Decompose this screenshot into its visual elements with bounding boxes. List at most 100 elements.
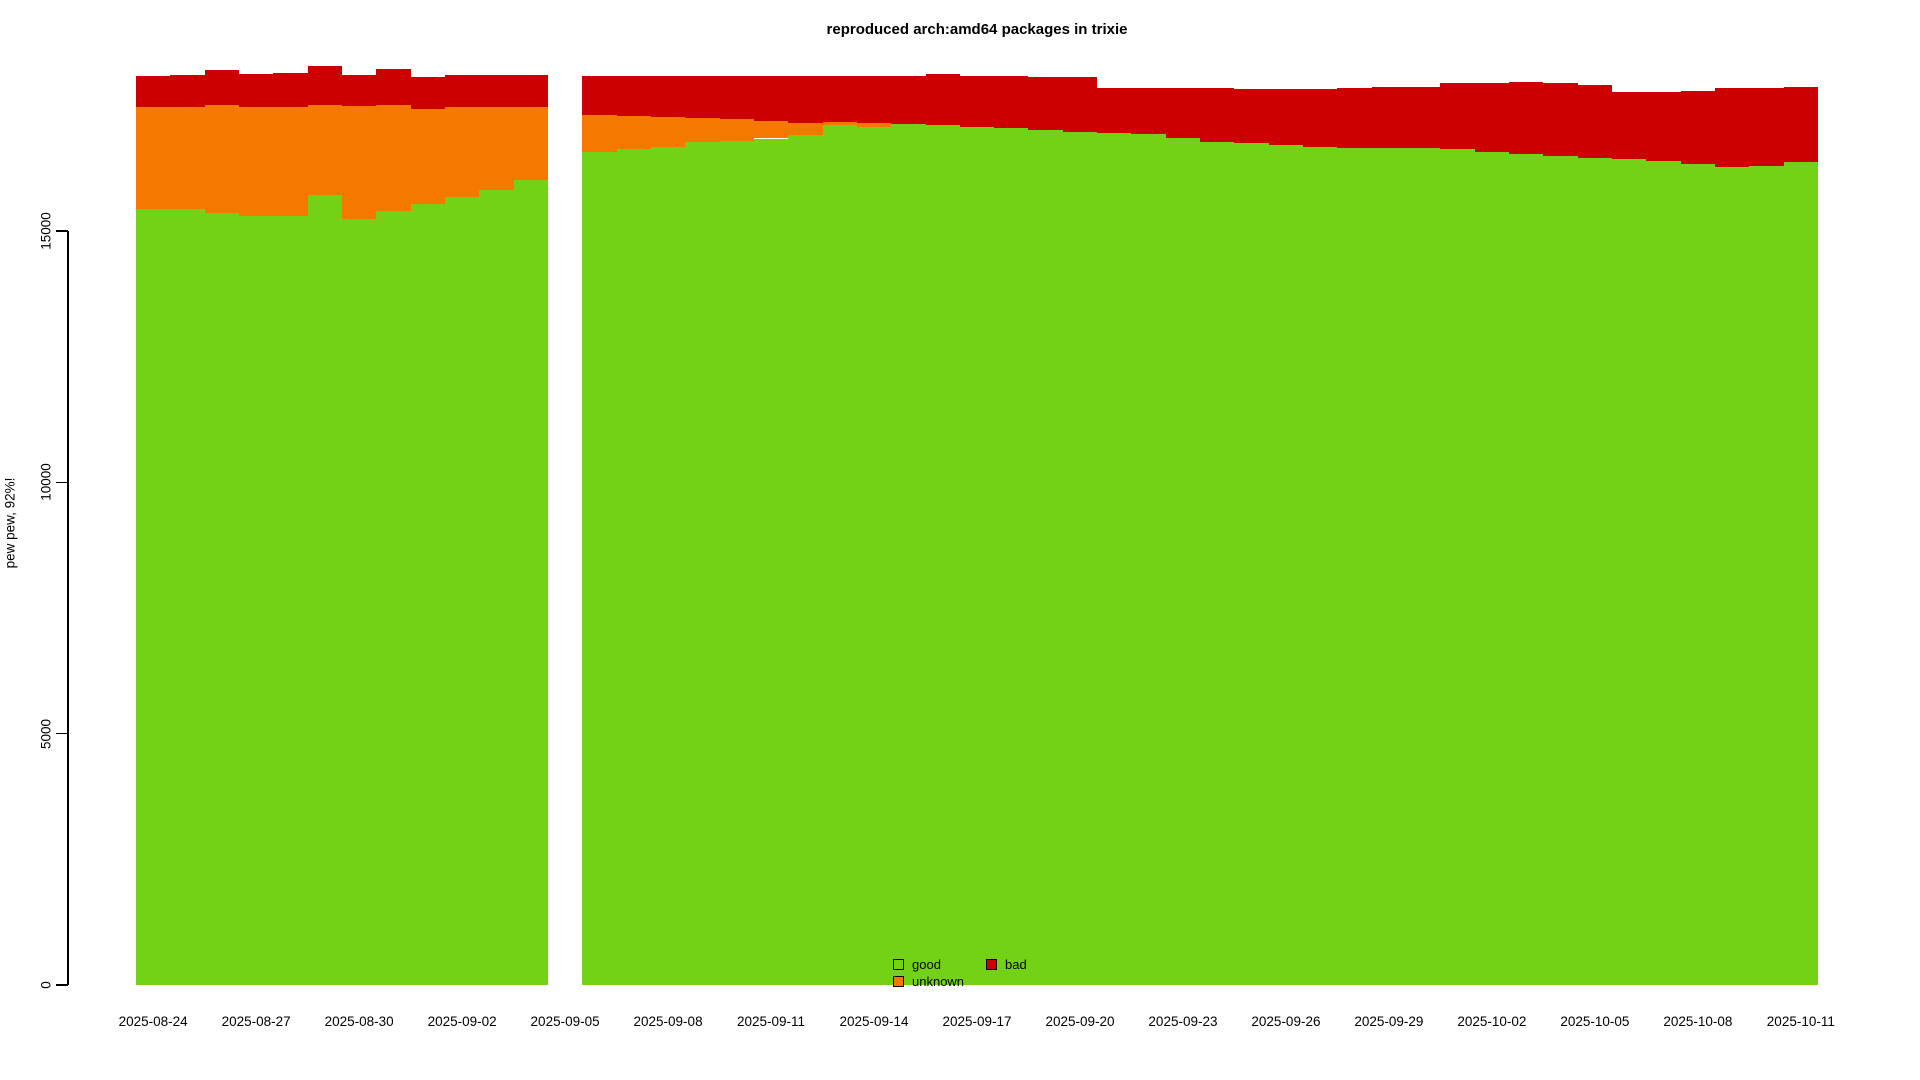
bar-segment-good	[1475, 152, 1509, 985]
x-tick-label: 2025-09-17	[942, 1014, 1012, 1029]
bar-segment-good	[1234, 143, 1269, 985]
y-axis-line	[67, 231, 69, 985]
bar-segment-good	[891, 123, 926, 985]
bar-segment-good	[582, 151, 617, 985]
bar-segment-bad	[1269, 88, 1303, 146]
bar-segment-good	[411, 204, 445, 985]
bar-segment-good	[1406, 148, 1440, 985]
y-tick-label: 0	[38, 981, 54, 989]
bar-segment-good	[1269, 145, 1303, 985]
bar-segment-unknown	[754, 120, 788, 139]
bar-segment-bad	[1612, 92, 1646, 160]
bar-segment-good	[1749, 166, 1784, 985]
bar-segment-good	[1715, 167, 1749, 985]
y-axis-label: pew pew, 92%!	[2, 477, 18, 569]
bar-segment-bad	[788, 75, 823, 123]
bar-segment-good	[445, 197, 479, 985]
x-tick-label: 2025-10-05	[1560, 1014, 1630, 1029]
bar-segment-good	[857, 126, 891, 985]
bar-segment-bad	[582, 75, 617, 115]
bar-segment-unknown	[651, 117, 685, 147]
good-swatch-icon	[893, 959, 904, 970]
x-tick-label: 2025-09-23	[1148, 1014, 1218, 1029]
bar-segment-unknown	[617, 116, 651, 150]
x-tick-label: 2025-08-27	[221, 1014, 291, 1029]
bar-segment-unknown	[823, 122, 857, 126]
bar-segment-bad	[1234, 88, 1269, 144]
chart-title: reproduced arch:amd64 packages in trixie	[826, 21, 1128, 38]
x-tick-label: 2025-09-08	[633, 1014, 703, 1029]
bar-segment-unknown	[857, 122, 891, 127]
bar-segment-good	[754, 138, 788, 985]
bar-segment-good	[1543, 156, 1578, 985]
bar-segment-good	[651, 146, 685, 985]
bar-segment-bad	[376, 68, 411, 105]
x-tick-label: 2025-09-29	[1354, 1014, 1424, 1029]
bar-segment-bad	[720, 75, 754, 120]
bar-segment-good	[1166, 138, 1200, 985]
bar-segment-good	[1063, 131, 1097, 985]
bar-segment-bad	[1578, 84, 1612, 159]
bar-segment-good	[308, 194, 342, 985]
bar-segment-bad	[1166, 87, 1200, 138]
bar-segment-bad	[1646, 92, 1681, 162]
bar-segment-bad	[960, 75, 994, 127]
y-tick-label: 15000	[38, 212, 54, 250]
bar-segment-good	[1612, 159, 1646, 985]
bar-segment-good	[205, 213, 239, 985]
legend-item-bad: bad	[986, 957, 1027, 972]
bar-segment-bad	[514, 74, 548, 108]
bar-segment-bad	[1200, 87, 1234, 143]
bar-segment-bad	[1063, 76, 1097, 132]
bar-segment-bad	[994, 75, 1028, 129]
bar-segment-bad	[479, 74, 514, 107]
bar-segment-good	[1578, 158, 1612, 985]
bar-segment-unknown	[445, 106, 479, 198]
legend-label-unknown: unknown	[912, 974, 965, 989]
bar-segment-unknown	[376, 104, 411, 212]
bar-segment-good	[960, 126, 994, 985]
bar-segment-unknown	[514, 107, 548, 181]
bar-segment-bad	[1028, 76, 1063, 130]
bar-segment-good	[1784, 162, 1818, 985]
bar-segment-good	[1372, 148, 1406, 985]
bar-segment-unknown	[239, 107, 273, 217]
x-tick-label: 2025-10-11	[1766, 1014, 1835, 1029]
x-tick-label: 2025-09-02	[427, 1014, 497, 1029]
bar-segment-bad	[651, 75, 685, 118]
bar-segment-good	[720, 140, 754, 985]
bar-segment-unknown	[342, 106, 376, 220]
bar-segment-bad	[136, 76, 170, 108]
bar-segment-good	[1509, 154, 1543, 985]
bar-segment-good	[1200, 142, 1234, 985]
bar-segment-unknown	[136, 107, 170, 210]
bar-segment-bad	[685, 75, 720, 119]
bad-swatch-icon	[986, 959, 997, 970]
bar-segment-bad	[1440, 82, 1475, 150]
y-tick-mark	[56, 230, 68, 232]
legend-label-good: good	[912, 957, 941, 972]
bar-segment-bad	[1681, 91, 1715, 165]
bar-segment-unknown	[205, 105, 239, 214]
bar-segment-good	[136, 209, 170, 985]
bar-segment-bad	[1097, 87, 1131, 133]
bar-segment-bad	[273, 72, 308, 108]
x-tick-label: 2025-09-14	[839, 1014, 909, 1029]
bar-segment-unknown	[788, 122, 823, 136]
x-tick-label: 2025-09-20	[1045, 1014, 1115, 1029]
bar-segment-bad	[617, 75, 651, 117]
bar-segment-good	[239, 216, 273, 985]
bar-segment-bad	[754, 75, 788, 121]
bar-segment-good	[1337, 148, 1372, 985]
bar-segment-bad	[170, 74, 205, 107]
legend-label-bad: bad	[1005, 957, 1027, 972]
y-tick-mark	[56, 984, 68, 986]
bar-segment-bad	[342, 75, 376, 107]
unknown-swatch-icon	[893, 976, 904, 987]
x-tick-label: 2025-10-08	[1663, 1014, 1733, 1029]
bar-segment-bad	[1131, 87, 1166, 135]
bar-segment-good	[1097, 132, 1131, 985]
y-tick-label: 5000	[38, 718, 54, 749]
bar-segment-unknown	[273, 107, 308, 216]
